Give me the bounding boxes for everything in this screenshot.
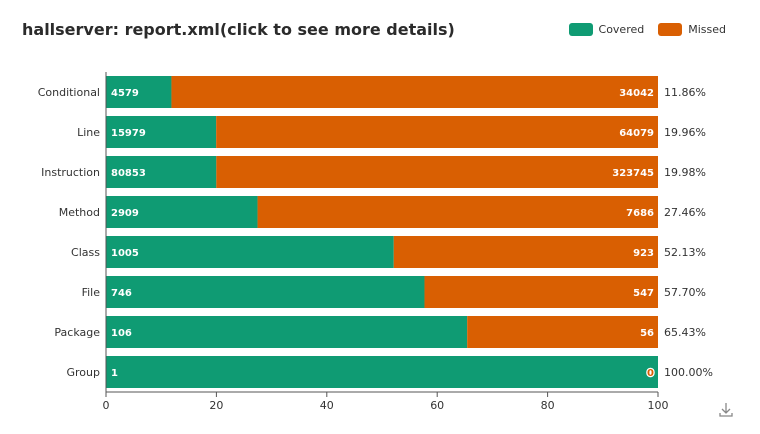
coverage-percent-label: 11.86%: [664, 86, 706, 99]
data-label-covered: 80853: [111, 168, 146, 179]
data-label-missed: 323745: [612, 168, 654, 179]
bar-missed-file: [424, 276, 658, 308]
legend-label-covered: Covered: [598, 23, 645, 36]
category-label: Class: [71, 246, 100, 259]
category-label: Instruction: [41, 166, 100, 179]
bar-missed-class: [393, 236, 658, 268]
x-tick-label: 40: [320, 399, 334, 412]
download-icon[interactable]: [717, 401, 735, 419]
bar-covered-line: [106, 116, 217, 148]
bar-covered-conditional: [106, 76, 172, 108]
legend-item-covered[interactable]: Covered: [568, 23, 645, 36]
data-label-missed: 34042: [619, 88, 654, 99]
coverage-percent-label: 52.13%: [664, 246, 706, 259]
bar-missed-method: [257, 196, 658, 228]
data-label-missed: 64079: [619, 128, 654, 139]
legend-item-missed[interactable]: Missed: [658, 23, 726, 36]
bar-covered-package: [106, 316, 468, 348]
coverage-percent-label: 27.46%: [664, 206, 706, 219]
bar-missed-package: [467, 316, 658, 348]
data-label-missed: 923: [633, 248, 654, 259]
coverage-percent-label: 65.43%: [664, 326, 706, 339]
bar-covered-file: [106, 276, 425, 308]
bar-missed-line: [216, 116, 658, 148]
bar-covered-class: [106, 236, 394, 268]
category-label: Line: [77, 126, 100, 139]
data-label-missed: 0: [647, 368, 654, 379]
legend-swatch-missed: [658, 23, 683, 36]
x-tick-label: 0: [103, 399, 110, 412]
x-tick-label: 100: [648, 399, 669, 412]
data-label-covered: 746: [111, 288, 132, 299]
x-tick-label: 60: [430, 399, 444, 412]
x-tick-label: 80: [541, 399, 555, 412]
coverage-percent-label: 19.98%: [664, 166, 706, 179]
legend-swatch-covered: [568, 23, 593, 36]
data-label-covered: 1: [111, 368, 118, 379]
category-label: Package: [54, 326, 100, 339]
data-label-covered: 2909: [111, 208, 139, 219]
category-label: Group: [67, 366, 101, 379]
coverage-percent-label: 100.00%: [664, 366, 713, 379]
coverage-percent-label: 19.96%: [664, 126, 706, 139]
data-label-covered: 15979: [111, 128, 146, 139]
data-label-covered: 4579: [111, 88, 139, 99]
data-label-missed: 56: [640, 328, 654, 339]
bar-missed-instruction: [216, 156, 658, 188]
bar-covered-group: [106, 356, 658, 388]
data-label-missed: 7686: [626, 208, 654, 219]
data-label-missed: 547: [633, 288, 654, 299]
bar-covered-instruction: [106, 156, 217, 188]
legend-label-missed: Missed: [688, 23, 726, 36]
category-label: File: [82, 286, 101, 299]
legend: Covered Missed: [555, 23, 726, 36]
data-label-covered: 106: [111, 328, 132, 339]
coverage-percent-label: 57.70%: [664, 286, 706, 299]
bar-missed-conditional: [171, 76, 658, 108]
data-label-covered: 1005: [111, 248, 139, 259]
bar-covered-method: [106, 196, 258, 228]
x-tick-label: 20: [209, 399, 223, 412]
category-label: Conditional: [38, 86, 100, 99]
category-label: Method: [59, 206, 100, 219]
chart-title[interactable]: hallserver: report.xml(click to see more…: [22, 20, 455, 39]
